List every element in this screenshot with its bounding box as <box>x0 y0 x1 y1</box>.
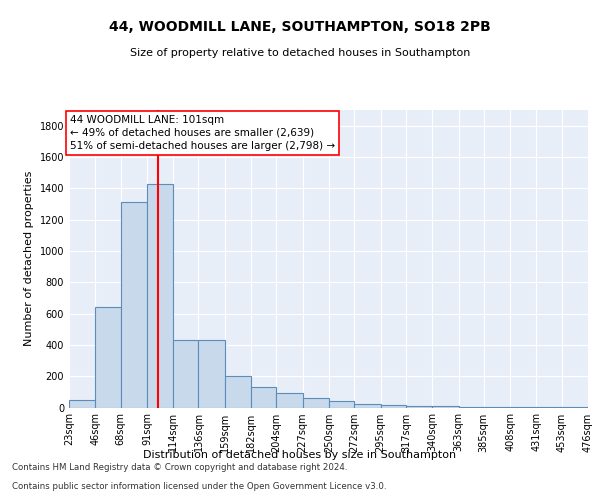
Bar <box>406 406 432 407</box>
Y-axis label: Number of detached properties: Number of detached properties <box>24 171 34 346</box>
Bar <box>69 400 95 407</box>
Text: 44 WOODMILL LANE: 101sqm
← 49% of detached houses are smaller (2,639)
51% of sem: 44 WOODMILL LANE: 101sqm ← 49% of detach… <box>70 114 335 151</box>
Text: Contains HM Land Registry data © Crown copyright and database right 2024.: Contains HM Land Registry data © Crown c… <box>12 464 347 472</box>
Bar <box>277 394 303 407</box>
Bar <box>484 407 510 408</box>
Bar <box>199 340 225 407</box>
Bar <box>225 376 251 408</box>
Bar <box>458 406 484 408</box>
Bar <box>251 387 277 407</box>
Bar <box>354 404 380 407</box>
Bar <box>121 202 147 408</box>
Bar <box>173 340 199 407</box>
Bar <box>432 406 458 407</box>
Bar <box>329 401 354 407</box>
Bar <box>95 308 121 408</box>
Text: Contains public sector information licensed under the Open Government Licence v3: Contains public sector information licen… <box>12 482 386 491</box>
Bar <box>380 405 406 407</box>
Text: Distribution of detached houses by size in Southampton: Distribution of detached houses by size … <box>143 450 457 460</box>
Text: Size of property relative to detached houses in Southampton: Size of property relative to detached ho… <box>130 48 470 58</box>
Bar <box>303 398 329 407</box>
Bar <box>147 184 173 408</box>
Text: 44, WOODMILL LANE, SOUTHAMPTON, SO18 2PB: 44, WOODMILL LANE, SOUTHAMPTON, SO18 2PB <box>109 20 491 34</box>
